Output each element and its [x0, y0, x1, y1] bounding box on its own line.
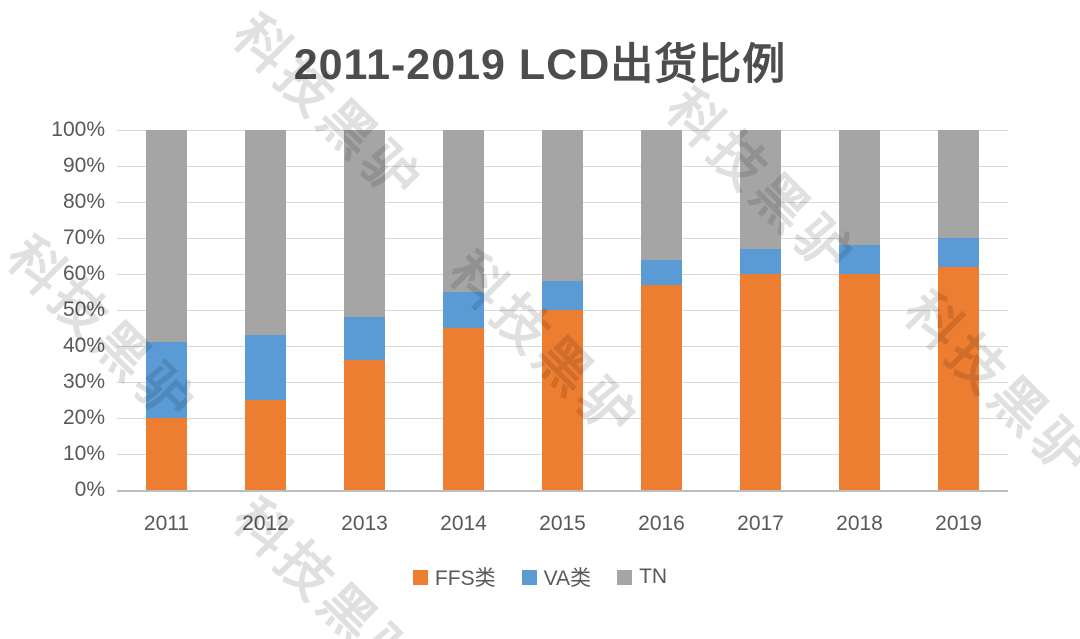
bar-segment-VA类-2011 [146, 342, 187, 418]
bar-segment-TN-2018 [839, 130, 880, 246]
y-axis-tick-0%: 0% [74, 478, 105, 501]
bar-segment-VA类-2016 [641, 259, 682, 285]
stacked-bar-2019 [938, 130, 979, 490]
x-axis-label-2017: 2017 [737, 512, 784, 535]
bar-segment-FFS类-2011 [146, 418, 187, 490]
y-axis-tick-80%: 80% [62, 190, 105, 213]
x-axis-label-2014: 2014 [440, 512, 487, 535]
x-axis-label-2019: 2019 [935, 512, 982, 535]
stacked-bar-2015 [542, 130, 583, 490]
legend-label-TN: TN [639, 565, 668, 588]
bar-segment-VA类-2012 [245, 335, 286, 400]
bar-segment-TN-2013 [344, 130, 385, 318]
bar-segment-TN-2017 [740, 130, 781, 249]
y-axis-tick-30%: 30% [62, 370, 105, 393]
bar-segment-TN-2012 [245, 130, 286, 336]
bar-segment-FFS类-2019 [938, 266, 979, 490]
bar-segment-VA类-2013 [344, 317, 385, 361]
x-axis-label-2015: 2015 [539, 512, 586, 535]
x-axis-label-2013: 2013 [341, 512, 388, 535]
bar-segment-TN-2011 [146, 130, 187, 343]
bar-segment-VA类-2015 [542, 281, 583, 310]
stacked-bar-2012 [245, 130, 286, 490]
stacked-bar-2011 [146, 130, 187, 490]
x-axis-label-2011: 2011 [143, 512, 190, 535]
bar-segment-FFS类-2016 [641, 284, 682, 490]
legend-swatch-icon-TN [617, 569, 633, 585]
legend-label-FFS类: FFS类 [434, 567, 496, 590]
legend-label-VA类: VA类 [543, 567, 592, 590]
bar-segment-TN-2014 [443, 130, 484, 292]
stacked-bar-2013 [344, 130, 385, 490]
bar-segment-TN-2015 [542, 130, 583, 282]
bar-segment-FFS类-2017 [740, 274, 781, 490]
y-axis-tick-10%: 10% [62, 442, 105, 465]
bar-segment-FFS类-2013 [344, 360, 385, 490]
y-axis-tick-20%: 20% [62, 406, 105, 429]
y-axis-tick-60%: 60% [62, 262, 105, 285]
y-axis-tick-70%: 70% [62, 226, 105, 249]
bar-segment-VA类-2018 [839, 245, 880, 274]
bar-segment-FFS类-2015 [542, 310, 583, 490]
legend-item-VA类: VA类 [521, 562, 592, 592]
stacked-bar-2017 [740, 130, 781, 490]
stacked-bar-2016 [641, 130, 682, 490]
stacked-bar-2014 [443, 130, 484, 490]
bar-segment-VA类-2014 [443, 292, 484, 328]
y-axis-tick-40%: 40% [62, 334, 105, 357]
legend-swatch-icon-VA类 [521, 569, 537, 585]
legend: FFS类 VA类 TN [0, 562, 1080, 592]
x-axis-label-2012: 2012 [242, 512, 289, 535]
y-axis-tick-50%: 50% [62, 298, 105, 321]
bar-segment-VA类-2019 [938, 238, 979, 267]
chart-title: 2011-2019 LCD出货比例 [293, 41, 787, 89]
y-axis-tick-100%: 100% [51, 118, 105, 141]
bar-segment-TN-2016 [641, 130, 682, 260]
y-axis-tick-90%: 90% [62, 154, 105, 177]
legend-item-TN: TN [617, 565, 667, 589]
x-axis-label-2016: 2016 [638, 512, 685, 535]
plot-area: 0% 10% 20% 30% 40% 50% 60% 70% 80% 90% 100% 2011 201… [51, 118, 1008, 535]
bar-segment-FFS类-2014 [443, 328, 484, 490]
legend-swatch-icon-FFS类 [412, 569, 428, 585]
bar-segment-FFS类-2012 [245, 400, 286, 490]
stacked-bar-2018 [839, 130, 880, 490]
bar-segment-VA类-2017 [740, 248, 781, 274]
bar-segment-FFS类-2018 [839, 274, 880, 490]
legend-item-FFS类: FFS类 [412, 562, 496, 592]
bar-segment-TN-2019 [938, 130, 979, 238]
x-axis-label-2018: 2018 [836, 512, 883, 535]
